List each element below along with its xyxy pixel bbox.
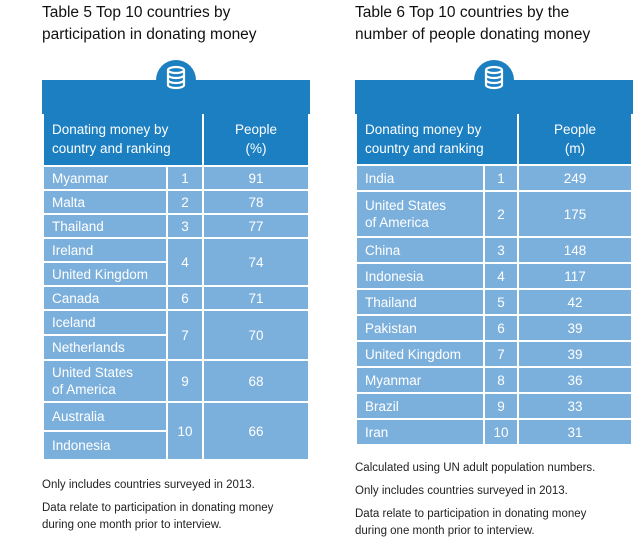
table6: Donating money by country and ranking Pe… xyxy=(354,114,633,446)
table5: Donating money by country and ranking Pe… xyxy=(41,114,310,461)
table5-note1: Only includes countries surveyed in 2013… xyxy=(42,479,255,491)
coin-stack-icon xyxy=(166,65,186,90)
table-row: China 3 148 xyxy=(355,236,633,264)
table5-title-line1: Table 5 Top 10 countries by xyxy=(42,4,231,21)
table-row: Indonesia xyxy=(42,430,309,461)
table-row: Myanmar 8 36 xyxy=(355,366,633,394)
table5-icon-tab xyxy=(42,60,310,114)
table6-note1: Only includes countries surveyed in 2013… xyxy=(355,485,568,497)
table-row: Malta 2 78 xyxy=(42,189,310,215)
table-row: Canada 6 71 xyxy=(42,285,310,311)
table6-header-country: Donating money by country and ranking xyxy=(354,114,520,166)
table-row: Ireland 4 74 xyxy=(42,237,310,287)
table6-title-line1: Table 6 Top 10 countries by the xyxy=(355,4,570,21)
table5-title: Table 5 Top 10 countries by participatio… xyxy=(42,2,310,48)
table-row: India 1 249 xyxy=(355,164,633,192)
table5-panel: Table 5 Top 10 countries by participatio… xyxy=(41,0,310,534)
table-row: Iceland 7 70 xyxy=(42,309,310,361)
table6-title: Table 6 Top 10 countries by the number o… xyxy=(355,2,633,48)
table-row: Netherlands xyxy=(42,334,309,361)
table-row: Thailand 5 42 xyxy=(355,288,633,316)
coin-stack-icon xyxy=(484,65,504,90)
table-row: United States of America 2 175 xyxy=(355,190,633,238)
table5-header-country: Donating money by country and ranking xyxy=(41,114,205,167)
table5-header-people: People (%) xyxy=(202,114,310,167)
table-row: United Kingdom 7 39 xyxy=(355,340,633,368)
table6-note2: Data relate to participation in donating… xyxy=(355,508,587,537)
table-row: Thailand 3 77 xyxy=(42,213,310,239)
table5-title-line2: participation in donating money xyxy=(42,26,257,43)
table-row: United Kingdom xyxy=(42,261,309,287)
table-row: Pakistan 6 39 xyxy=(355,314,633,342)
table6-note0: Calculated using UN adult population num… xyxy=(355,462,596,474)
table6-icon-tab xyxy=(355,60,633,114)
table-row: United States of America 9 68 xyxy=(42,359,310,403)
table6-header-people: People (m) xyxy=(517,114,633,166)
table5-note2: Data relate to participation in donating… xyxy=(42,502,274,531)
table6-panel: Table 6 Top 10 countries by the number o… xyxy=(354,0,633,540)
table-row: Brazil 9 33 xyxy=(355,392,633,420)
table6-title-line2: number of people donating money xyxy=(355,26,591,43)
table-row: Indonesia 4 117 xyxy=(355,262,633,290)
table-row: Australia 10 66 xyxy=(42,401,310,461)
table-row: Myanmar 1 91 xyxy=(42,165,310,191)
table-row: Iran 10 31 xyxy=(355,418,633,446)
